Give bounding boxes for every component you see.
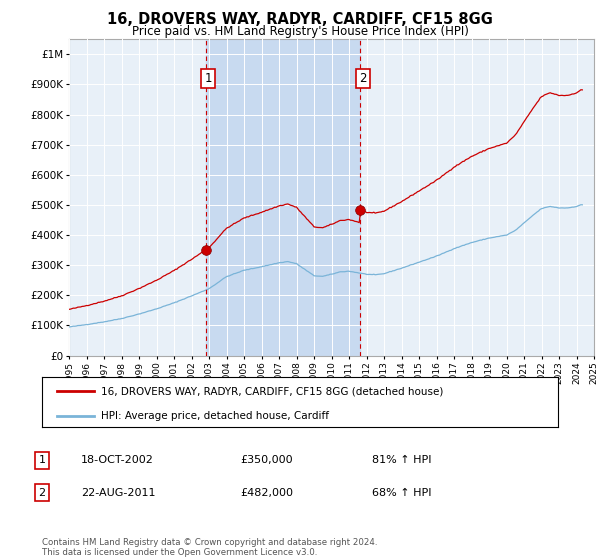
Text: 1: 1 [205, 72, 212, 85]
Text: 16, DROVERS WAY, RADYR, CARDIFF, CF15 8GG (detached house): 16, DROVERS WAY, RADYR, CARDIFF, CF15 8G… [101, 386, 444, 396]
Text: 2: 2 [38, 488, 46, 498]
Text: 16, DROVERS WAY, RADYR, CARDIFF, CF15 8GG: 16, DROVERS WAY, RADYR, CARDIFF, CF15 8G… [107, 12, 493, 27]
Text: 1: 1 [38, 455, 46, 465]
Text: 2: 2 [359, 72, 367, 85]
Text: Price paid vs. HM Land Registry's House Price Index (HPI): Price paid vs. HM Land Registry's House … [131, 25, 469, 38]
Text: Contains HM Land Registry data © Crown copyright and database right 2024.
This d: Contains HM Land Registry data © Crown c… [42, 538, 377, 557]
Text: 18-OCT-2002: 18-OCT-2002 [81, 455, 154, 465]
Text: 68% ↑ HPI: 68% ↑ HPI [372, 488, 431, 498]
Text: £350,000: £350,000 [240, 455, 293, 465]
Text: 22-AUG-2011: 22-AUG-2011 [81, 488, 155, 498]
Text: 81% ↑ HPI: 81% ↑ HPI [372, 455, 431, 465]
Text: £482,000: £482,000 [240, 488, 293, 498]
Text: HPI: Average price, detached house, Cardiff: HPI: Average price, detached house, Card… [101, 411, 329, 421]
